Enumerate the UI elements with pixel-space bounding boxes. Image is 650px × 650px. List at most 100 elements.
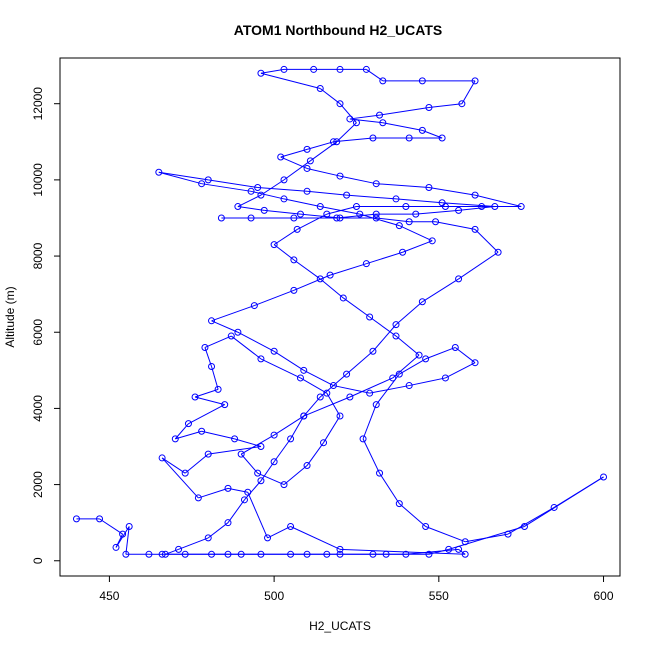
data-point [224,484,232,492]
data-point [418,126,426,134]
data-point [356,210,364,218]
x-tick-label: 450 [99,589,119,603]
data-point [376,469,384,477]
data-point [316,203,324,211]
series-segment [260,358,301,379]
series-segment [175,430,202,440]
data-point [438,199,446,207]
series-segment [207,522,229,539]
series-segment [280,156,308,169]
data-point [438,134,446,142]
data-point [389,374,397,382]
series-segment [237,206,265,211]
data-point [366,389,374,397]
data-point [303,164,311,172]
chart-title: ATOM1 Northbound H2_UCATS [234,22,442,38]
series-segment [507,507,555,535]
data-point [323,210,331,218]
series-segment [399,358,426,375]
data-point [270,458,278,466]
series-segment [392,354,420,379]
series-segment [306,141,334,150]
data-point [382,550,390,558]
data-point [290,286,298,294]
data-point [405,382,413,390]
series-segment [372,324,397,352]
series-segment [273,244,295,261]
data-point [320,439,328,447]
series-segment [211,305,255,322]
data-point [432,218,440,226]
series-segment [319,88,341,105]
plot-frame [59,57,621,577]
data-point [145,550,153,558]
data-point [352,203,360,211]
series-segment [465,533,509,543]
data-point [316,84,324,92]
data-point [158,550,166,558]
data-point [369,134,377,142]
data-point [329,138,337,146]
y-axis: 0 2000 4000 6000 8000 10000 12000 [31,87,60,564]
series-segment [211,320,239,333]
series-segment [329,263,367,276]
y-axis-label: Altitude (m) [3,286,17,347]
series-segment [395,198,443,204]
x-tick-label: 600 [594,589,614,603]
data-point [451,343,459,351]
series-segment [319,278,344,299]
series-segment [290,415,305,440]
data-point [346,115,354,123]
data-point [333,138,341,146]
data-point [234,203,242,211]
data-point [254,184,262,191]
data-point [550,503,558,511]
data-point [323,389,331,397]
data-point [379,77,387,85]
series-segment [409,377,446,387]
data-point [198,180,206,188]
data-point [303,462,311,470]
data-point [181,469,189,477]
data-point [247,187,255,195]
series-segment [165,548,179,555]
data-point [491,203,499,211]
series-segment [323,415,341,443]
series-segment [273,350,305,371]
series-segment [178,537,209,550]
data-point [257,443,265,450]
series-segment [306,167,341,177]
data-point [329,382,337,390]
series-segment [379,107,430,116]
data-point [204,534,212,542]
data-point [184,420,192,428]
series-segment [425,347,456,360]
data-point [280,176,288,184]
series-segment [402,240,433,253]
series-segment [257,187,308,192]
data-point [112,543,120,551]
data-point [247,214,255,222]
data-point [231,435,239,443]
series-segment [99,518,123,535]
data-point [208,363,216,371]
data-point [395,222,403,230]
series-segment [293,259,321,280]
data-point [494,248,502,256]
series-segment [240,453,259,474]
data-point [441,374,449,382]
series-segment [428,187,476,196]
data-point [362,260,370,268]
series-segment [201,430,235,440]
series-segment [320,206,360,215]
series-segment [349,114,380,120]
series-segment [369,385,410,394]
series-segment [198,487,229,499]
series-segment [346,194,397,200]
data-point [257,477,265,485]
data-point [303,187,311,195]
series-segment [366,251,403,265]
data-point [369,550,377,558]
series-segment [415,209,459,215]
data-point [270,347,278,355]
